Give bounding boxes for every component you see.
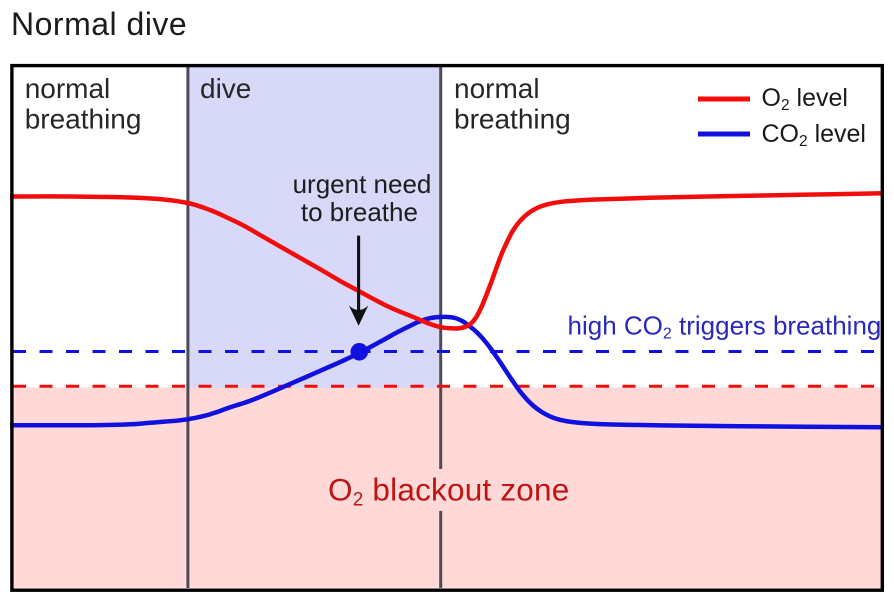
svg-text:Normal dive: Normal dive (11, 6, 187, 42)
svg-text:to breathe: to breathe (301, 197, 418, 227)
svg-text:dive: dive (200, 73, 251, 104)
svg-text:high CO2 triggers breathing: high CO2 triggers breathing (568, 311, 882, 343)
svg-text:O2 blackout zone: O2 blackout zone (328, 471, 569, 510)
svg-text:breathing: breathing (25, 103, 142, 134)
svg-text:normal: normal (454, 73, 540, 104)
svg-text:urgent need: urgent need (293, 169, 432, 199)
svg-text:O2 level: O2 level (762, 84, 848, 114)
svg-text:CO2 level: CO2 level (762, 120, 867, 150)
svg-text:normal: normal (25, 73, 111, 104)
svg-text:breathing: breathing (454, 103, 571, 134)
